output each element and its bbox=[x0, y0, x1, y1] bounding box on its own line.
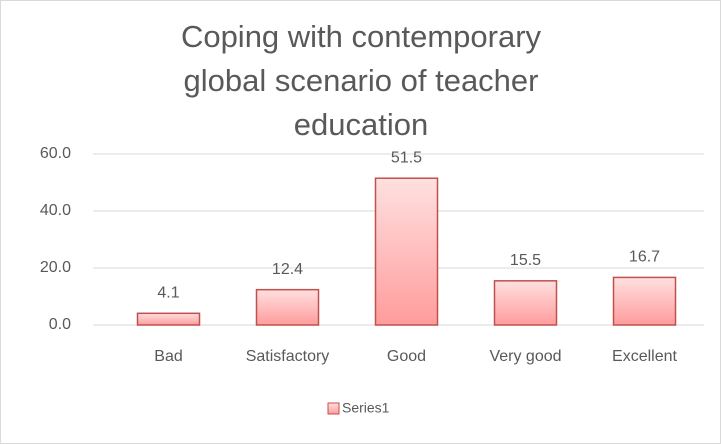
data-label: 16.7 bbox=[629, 249, 660, 266]
y-tick-label: 20.0 bbox=[40, 259, 71, 276]
bar bbox=[136, 312, 201, 326]
data-label: 15.5 bbox=[510, 252, 541, 269]
legend-label: Series1 bbox=[342, 400, 390, 416]
data-label: 4.1 bbox=[157, 285, 179, 302]
x-tick-label: Excellent bbox=[612, 348, 677, 365]
bar bbox=[493, 280, 558, 326]
x-tick-label: Bad bbox=[154, 348, 182, 365]
y-tick-label: 40.0 bbox=[40, 202, 71, 219]
data-label: 12.4 bbox=[272, 261, 303, 278]
bar bbox=[612, 276, 677, 326]
data-label: 51.5 bbox=[391, 149, 422, 166]
x-tick-label: Very good bbox=[489, 348, 561, 365]
x-tick-label: Good bbox=[387, 348, 426, 365]
bar bbox=[255, 288, 320, 326]
y-tick-label: 60.0 bbox=[40, 145, 71, 162]
y-tick-label: 0.0 bbox=[49, 316, 71, 333]
bar bbox=[374, 177, 439, 326]
x-tick-label: Satisfactory bbox=[246, 348, 330, 365]
chart-title: Coping with contemporary global scenario… bbox=[180, 19, 542, 142]
legend-swatch bbox=[327, 402, 340, 415]
